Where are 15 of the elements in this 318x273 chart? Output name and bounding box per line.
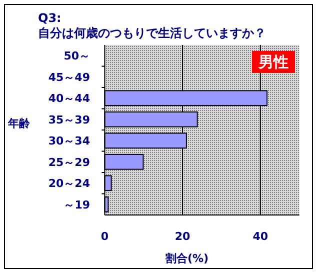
y-tick-label: 20～24 (48, 177, 90, 190)
x-tick-label: 0 (100, 230, 109, 243)
y-tick-label: 40～44 (48, 92, 90, 106)
x-axis-title: 割合(%) (164, 252, 209, 265)
y-axis-title: 年齢 (7, 117, 31, 130)
x-tick-label: 20 (174, 230, 191, 243)
y-tick-label: 25～29 (48, 156, 90, 169)
chart-title: Q3: 自分は何歳のつもりで生活していますか？ (38, 11, 266, 40)
y-tick-label: ～19 (64, 198, 90, 212)
x-tick-label: 40 (252, 230, 268, 243)
y-tick-label: 50～ (64, 50, 90, 63)
y-tick-label: 35～39 (48, 113, 90, 126)
annotation: 男性 (258, 53, 288, 71)
y-tick-label: 30～34 (48, 134, 90, 148)
y-tick-label: 45～49 (48, 70, 90, 84)
